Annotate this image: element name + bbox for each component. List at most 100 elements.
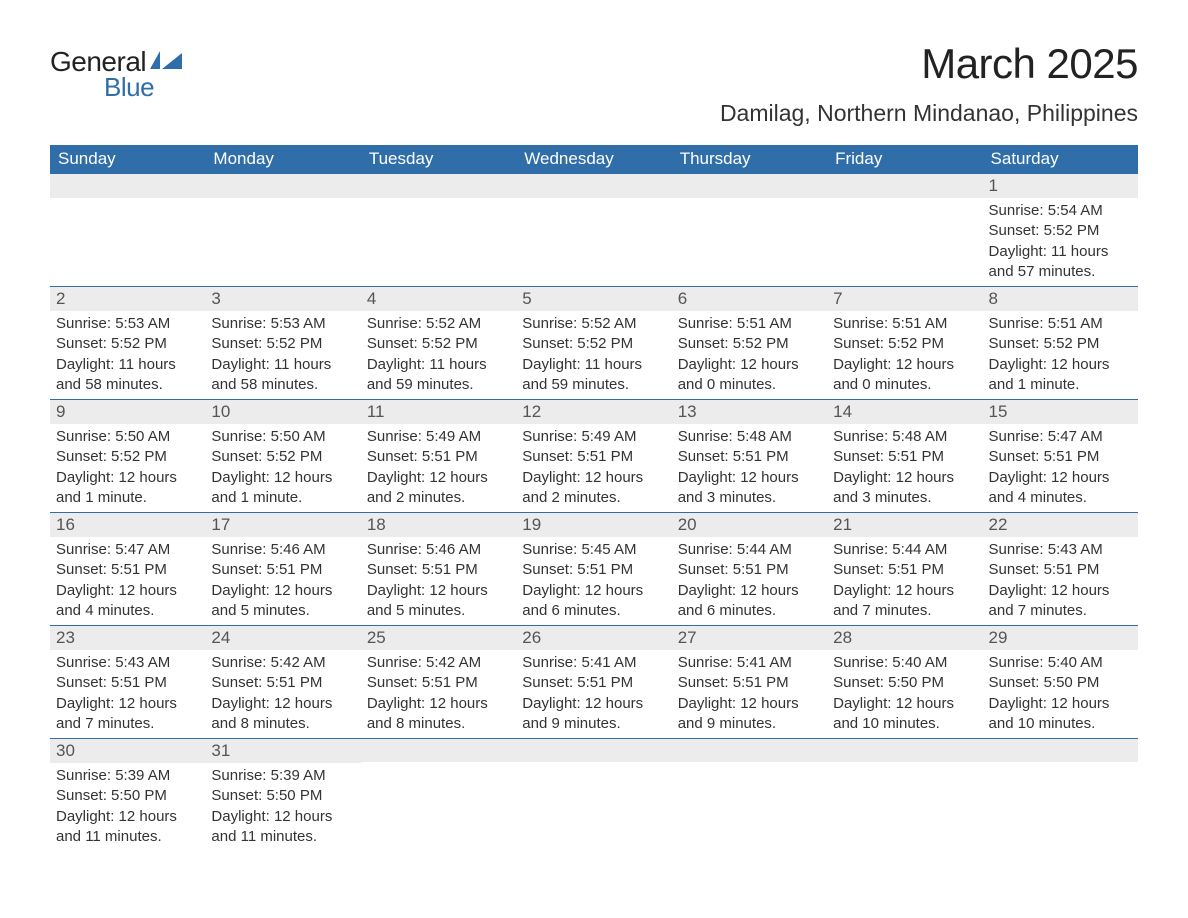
sunrise-line: Sunrise: 5:44 AM [833,540,976,560]
sunset-line: Sunset: 5:51 PM [367,673,510,693]
day-number: 6 [672,286,827,311]
sunset-line: Sunset: 5:51 PM [522,447,665,467]
location-subtitle: Damilag, Northern Mindanao, Philippines [720,100,1138,127]
empty-day [827,738,982,762]
sunset-line: Sunset: 5:50 PM [211,786,354,806]
sunset-line: Sunset: 5:50 PM [989,673,1132,693]
calendar-day-cell [50,174,205,286]
day-number: 13 [672,399,827,424]
sunrise-line: Sunrise: 5:52 AM [367,314,510,334]
sunset-line: Sunset: 5:52 PM [367,334,510,354]
daylight-line: Daylight: 12 hours and 11 minutes. [211,807,354,848]
calendar-day-cell: 13Sunrise: 5:48 AMSunset: 5:51 PMDayligh… [672,399,827,512]
daylight-line: Daylight: 12 hours and 8 minutes. [211,694,354,735]
sunrise-line: Sunrise: 5:50 AM [56,427,199,447]
sunrise-line: Sunrise: 5:53 AM [56,314,199,334]
sunrise-line: Sunrise: 5:48 AM [678,427,821,447]
calendar-day-cell: 2Sunrise: 5:53 AMSunset: 5:52 PMDaylight… [50,286,205,399]
empty-day [50,174,205,198]
day-details: Sunrise: 5:39 AMSunset: 5:50 PMDaylight:… [50,763,205,851]
daylight-line: Daylight: 11 hours and 58 minutes. [211,355,354,396]
sunset-line: Sunset: 5:51 PM [989,560,1132,580]
calendar-day-cell: 3Sunrise: 5:53 AMSunset: 5:52 PMDaylight… [205,286,360,399]
sunrise-line: Sunrise: 5:47 AM [989,427,1132,447]
daylight-line: Daylight: 12 hours and 6 minutes. [522,581,665,622]
sunset-line: Sunset: 5:51 PM [678,560,821,580]
daylight-line: Daylight: 12 hours and 10 minutes. [989,694,1132,735]
day-details: Sunrise: 5:53 AMSunset: 5:52 PMDaylight:… [50,311,205,399]
empty-day [516,174,671,198]
calendar-day-cell: 7Sunrise: 5:51 AMSunset: 5:52 PMDaylight… [827,286,982,399]
sunset-line: Sunset: 5:52 PM [211,334,354,354]
sunrise-line: Sunrise: 5:49 AM [367,427,510,447]
sunset-line: Sunset: 5:51 PM [211,560,354,580]
day-number: 26 [516,625,671,650]
day-number: 28 [827,625,982,650]
sunset-line: Sunset: 5:51 PM [833,447,976,467]
day-details: Sunrise: 5:45 AMSunset: 5:51 PMDaylight:… [516,537,671,625]
day-details: Sunrise: 5:48 AMSunset: 5:51 PMDaylight:… [672,424,827,512]
daylight-line: Daylight: 12 hours and 10 minutes. [833,694,976,735]
calendar-week-row: 30Sunrise: 5:39 AMSunset: 5:50 PMDayligh… [50,738,1138,851]
sunrise-line: Sunrise: 5:43 AM [56,653,199,673]
sunrise-line: Sunrise: 5:40 AM [989,653,1132,673]
weekday-header: Friday [827,145,982,174]
daylight-line: Daylight: 12 hours and 5 minutes. [211,581,354,622]
sunset-line: Sunset: 5:51 PM [678,673,821,693]
logo-text-blue: Blue [104,72,154,103]
sunset-line: Sunset: 5:51 PM [678,447,821,467]
daylight-line: Daylight: 12 hours and 11 minutes. [56,807,199,848]
weekday-header: Tuesday [361,145,516,174]
day-number: 25 [361,625,516,650]
day-number: 24 [205,625,360,650]
day-number: 12 [516,399,671,424]
day-details: Sunrise: 5:39 AMSunset: 5:50 PMDaylight:… [205,763,360,851]
day-number: 31 [205,738,360,763]
sunrise-line: Sunrise: 5:40 AM [833,653,976,673]
calendar-day-cell: 21Sunrise: 5:44 AMSunset: 5:51 PMDayligh… [827,512,982,625]
calendar-day-cell: 15Sunrise: 5:47 AMSunset: 5:51 PMDayligh… [983,399,1138,512]
calendar-day-cell [827,174,982,286]
day-number: 10 [205,399,360,424]
sunrise-line: Sunrise: 5:51 AM [678,314,821,334]
sunrise-line: Sunrise: 5:53 AM [211,314,354,334]
sunset-line: Sunset: 5:51 PM [56,560,199,580]
calendar-day-cell [827,738,982,851]
day-details: Sunrise: 5:41 AMSunset: 5:51 PMDaylight:… [672,650,827,738]
calendar-day-cell: 8Sunrise: 5:51 AMSunset: 5:52 PMDaylight… [983,286,1138,399]
day-number: 29 [983,625,1138,650]
sunrise-line: Sunrise: 5:51 AM [833,314,976,334]
sunrise-line: Sunrise: 5:49 AM [522,427,665,447]
sunrise-line: Sunrise: 5:52 AM [522,314,665,334]
calendar-day-cell: 23Sunrise: 5:43 AMSunset: 5:51 PMDayligh… [50,625,205,738]
calendar-day-cell: 25Sunrise: 5:42 AMSunset: 5:51 PMDayligh… [361,625,516,738]
daylight-line: Daylight: 12 hours and 8 minutes. [367,694,510,735]
calendar-day-cell: 12Sunrise: 5:49 AMSunset: 5:51 PMDayligh… [516,399,671,512]
calendar-day-cell: 19Sunrise: 5:45 AMSunset: 5:51 PMDayligh… [516,512,671,625]
day-number: 19 [516,512,671,537]
sunset-line: Sunset: 5:50 PM [56,786,199,806]
day-number: 1 [983,174,1138,198]
calendar-week-row: 9Sunrise: 5:50 AMSunset: 5:52 PMDaylight… [50,399,1138,512]
weekday-header: Sunday [50,145,205,174]
calendar-day-cell: 11Sunrise: 5:49 AMSunset: 5:51 PMDayligh… [361,399,516,512]
day-details: Sunrise: 5:48 AMSunset: 5:51 PMDaylight:… [827,424,982,512]
empty-day [516,738,671,762]
sunrise-line: Sunrise: 5:47 AM [56,540,199,560]
day-details: Sunrise: 5:42 AMSunset: 5:51 PMDaylight:… [205,650,360,738]
calendar-day-cell: 20Sunrise: 5:44 AMSunset: 5:51 PMDayligh… [672,512,827,625]
sunrise-line: Sunrise: 5:45 AM [522,540,665,560]
daylight-line: Daylight: 12 hours and 1 minute. [56,468,199,509]
daylight-line: Daylight: 12 hours and 4 minutes. [989,468,1132,509]
sunset-line: Sunset: 5:52 PM [678,334,821,354]
calendar-week-row: 16Sunrise: 5:47 AMSunset: 5:51 PMDayligh… [50,512,1138,625]
calendar-day-cell: 6Sunrise: 5:51 AMSunset: 5:52 PMDaylight… [672,286,827,399]
weekday-header: Thursday [672,145,827,174]
day-number: 7 [827,286,982,311]
day-number: 14 [827,399,982,424]
daylight-line: Daylight: 12 hours and 1 minute. [211,468,354,509]
day-details: Sunrise: 5:41 AMSunset: 5:51 PMDaylight:… [516,650,671,738]
day-number: 15 [983,399,1138,424]
sunset-line: Sunset: 5:50 PM [833,673,976,693]
sunset-line: Sunset: 5:52 PM [56,334,199,354]
